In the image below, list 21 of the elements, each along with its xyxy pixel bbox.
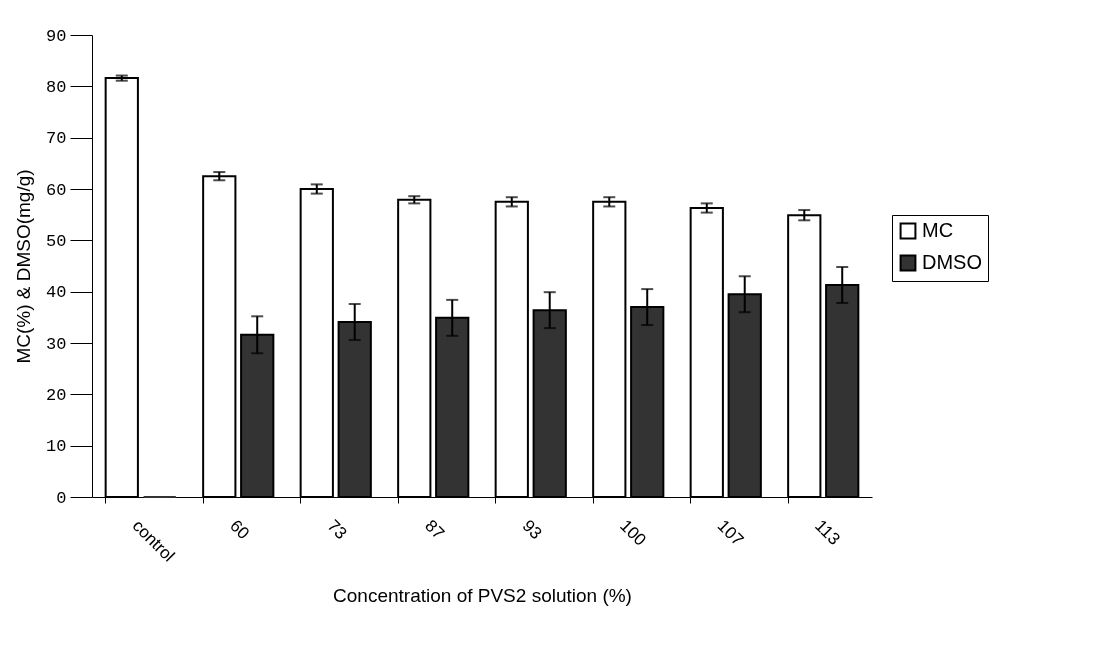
x-tick-label: 107 bbox=[713, 516, 748, 550]
y-tick-label: 0 bbox=[56, 488, 67, 508]
y-axis-title: MC(%) & DMSO(mg/g) bbox=[13, 169, 35, 364]
x-tick-label: 87 bbox=[421, 516, 449, 543]
y-tick-label: 10 bbox=[46, 437, 67, 457]
x-axis-title: Concentration of PVS2 solution (%) bbox=[333, 584, 632, 606]
y-tick-label: 40 bbox=[46, 283, 67, 303]
y-tick-label: 80 bbox=[46, 77, 67, 97]
legend-label: MC bbox=[922, 219, 954, 241]
x-tick-label: 60 bbox=[226, 516, 254, 543]
y-tick-label: 90 bbox=[46, 26, 67, 46]
y-tick-label: 20 bbox=[46, 385, 67, 405]
x-tick-label: 93 bbox=[518, 516, 546, 543]
x-tick-label: 73 bbox=[323, 516, 351, 543]
legend-label: DMSO bbox=[922, 251, 982, 273]
y-tick-label: 30 bbox=[46, 334, 67, 354]
x-tick-label: 113 bbox=[811, 516, 844, 549]
y-tick-label: 60 bbox=[46, 180, 67, 200]
y-tick-label: 50 bbox=[46, 231, 67, 251]
y-tick-label: 70 bbox=[46, 129, 67, 149]
x-tick-label: 100 bbox=[616, 516, 650, 550]
